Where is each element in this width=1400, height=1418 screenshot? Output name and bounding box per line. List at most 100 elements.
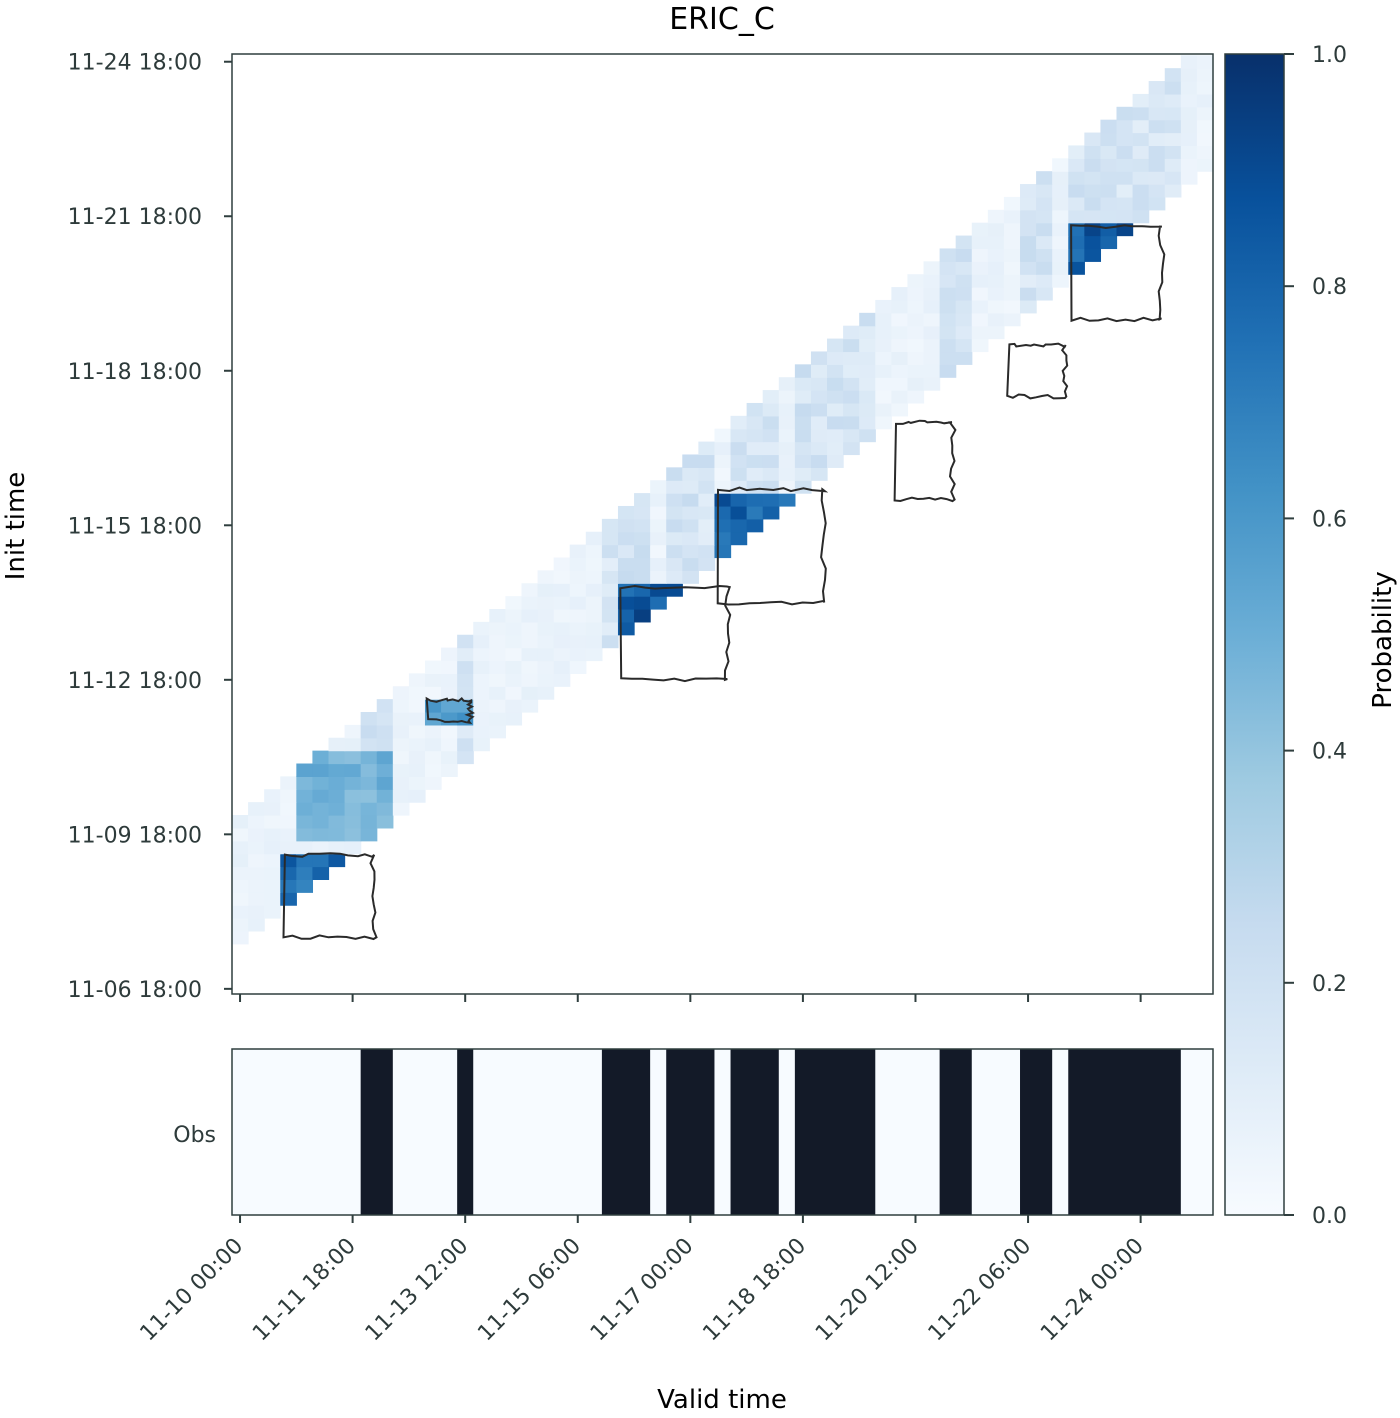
heatmap-cell: [907, 299, 925, 314]
heatmap-cell: [376, 763, 394, 777]
heatmap-cell: [650, 480, 667, 494]
heatmap-cell: [601, 557, 619, 571]
heatmap-cell: [296, 802, 314, 816]
heatmap-cell: [521, 583, 539, 597]
heatmap-cell: [1068, 158, 1085, 172]
heatmap-cell: [312, 763, 330, 777]
heatmap-cell: [939, 274, 957, 288]
heatmap-cell: [392, 699, 410, 713]
heatmap-cell: [730, 415, 748, 430]
heatmap-cell: [617, 557, 635, 571]
heatmap-cell: [489, 686, 506, 700]
heatmap-cell: [971, 312, 989, 327]
heatmap-cell: [585, 647, 603, 662]
heatmap-cell: [762, 505, 780, 520]
heatmap-cell: [875, 299, 892, 314]
heatmap-cell: [730, 493, 748, 507]
heatmap-cell: [778, 390, 796, 404]
heatmap-cell: [424, 660, 442, 674]
heatmap-cell: [827, 390, 844, 404]
heatmap-cell: [1003, 299, 1021, 314]
heatmap-cell: [1084, 248, 1102, 262]
heatmap-cell: [328, 776, 346, 790]
heatmap-cell: [232, 930, 249, 945]
heatmap-cell: [1164, 68, 1182, 82]
heatmap-cell: [746, 493, 764, 507]
heatmap-cell: [1164, 171, 1182, 185]
heatmap-cell: [1052, 171, 1069, 185]
heatmap-cell: [473, 724, 490, 739]
heatmap-cell: [1132, 119, 1150, 134]
heatmap-cell: [441, 712, 458, 726]
obs-row-label: Obs: [173, 1123, 216, 1148]
heatmap-cell: [328, 853, 346, 868]
contour-line: [425, 696, 475, 724]
heatmap-cell: [1036, 196, 1053, 211]
heatmap-cell: [617, 544, 635, 559]
heatmap-cell: [778, 493, 796, 507]
heatmap-cell: [1100, 145, 1118, 159]
heatmap-cell: [521, 634, 539, 649]
obs-event: [730, 1049, 779, 1215]
heatmap-cell: [1100, 171, 1118, 185]
heatmap-cell: [392, 750, 410, 765]
heatmap-cell: [891, 287, 909, 301]
heatmap-cell: [344, 789, 362, 803]
heatmap-cell: [794, 402, 812, 417]
colorbar-tick-label: 1.0: [1312, 43, 1347, 68]
heatmap-cell: [312, 776, 330, 790]
heatmap-cell: [762, 415, 780, 430]
heatmap-cell: [987, 287, 1005, 301]
heatmap-cell: [441, 673, 458, 687]
heatmap-cell: [360, 802, 378, 816]
heatmap-cell: [1068, 235, 1085, 250]
x-axis-label: Valid time: [657, 1385, 787, 1415]
y-axis-ticks: 11-24 18:00 11-21 18:00 11-18 18:00 11-15 1…: [68, 51, 232, 1003]
heatmap-cell: [714, 467, 732, 481]
heatmap-cell: [1052, 222, 1069, 237]
heatmap-cell: [553, 583, 571, 597]
heatmap-cell: [553, 557, 571, 571]
heatmap-cell: [248, 866, 265, 880]
heatmap-cell: [923, 377, 941, 391]
obs-event: [1020, 1049, 1053, 1215]
heatmap-cell: [232, 905, 249, 919]
heatmap-cell: [875, 402, 892, 417]
heatmap-cell: [698, 480, 716, 494]
heatmap-cell: [843, 415, 860, 430]
heatmap-cell: [1116, 171, 1134, 185]
heatmap-cell: [296, 840, 314, 855]
heatmap-cell: [1020, 287, 1037, 301]
heatmap-cell: [682, 557, 699, 571]
heatmap-cell: [1020, 209, 1037, 224]
heatmap-cell: [344, 763, 362, 777]
heatmap-cell: [1036, 184, 1053, 198]
heatmap-cell: [601, 608, 619, 623]
heatmap-cell: [441, 724, 458, 739]
heatmap-cell: [746, 415, 764, 430]
heatmap-cell: [682, 493, 699, 507]
heatmap-cell: [1164, 106, 1182, 121]
heatmap-cell: [987, 222, 1005, 237]
heatmap-cell: [1196, 93, 1214, 108]
heatmap-cell: [939, 325, 957, 340]
heatmap-cell: [1003, 287, 1021, 301]
heatmap-cell: [746, 454, 764, 468]
heatmap-cell: [617, 531, 635, 546]
heatmap-cell: [489, 712, 506, 726]
heatmap-cell: [601, 531, 619, 546]
heatmap-cell: [778, 402, 796, 417]
heatmap-cell: [232, 918, 249, 932]
heatmap-cell: [1148, 158, 1166, 172]
heatmap-cell: [505, 673, 523, 687]
heatmap-cell: [923, 299, 941, 314]
heatmap-cell: [296, 866, 314, 880]
heatmap-cell: [280, 892, 297, 906]
heatmap-cell: [264, 815, 281, 829]
heatmap-cell: [328, 815, 346, 829]
obs-event: [939, 1049, 972, 1215]
heatmap-cell: [553, 596, 571, 610]
heatmap-cell: [875, 415, 892, 430]
y-axis-label: Init time: [1, 472, 31, 581]
